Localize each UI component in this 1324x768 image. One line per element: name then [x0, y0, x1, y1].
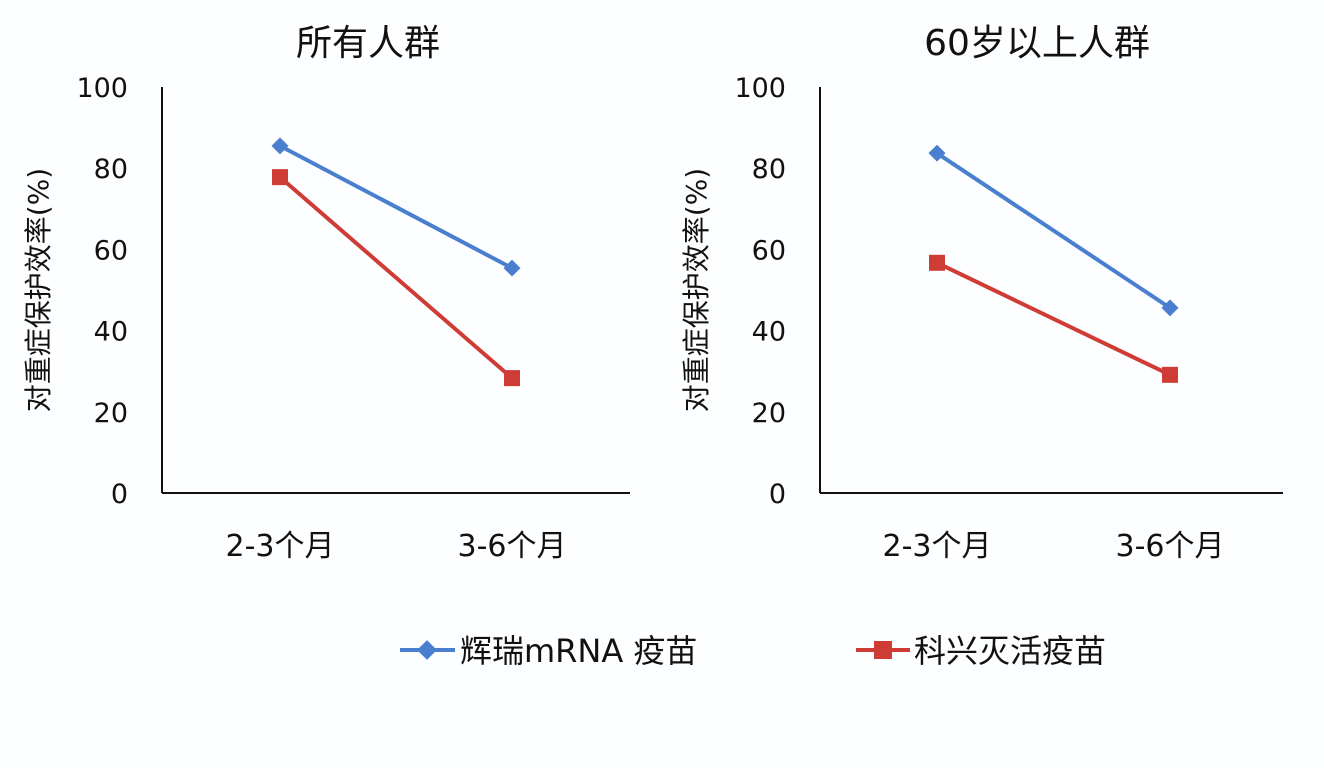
y-tick-label: 60 — [94, 235, 128, 266]
data-point-diamond — [503, 259, 521, 277]
y-tick-label: 80 — [94, 154, 128, 185]
y-tick-label: 100 — [734, 73, 786, 104]
x-tick-label: 2-3个月 — [883, 529, 992, 564]
data-point-diamond — [271, 137, 289, 155]
y-tick-label: 0 — [769, 479, 786, 510]
legend: 辉瑞mRNA 疫苗 科兴灭活疫苗 — [400, 632, 1106, 670]
chart-title: 所有人群 — [296, 23, 440, 64]
series-line-2 — [936, 260, 1171, 377]
data-point-square — [272, 169, 288, 186]
x-tick-label: 2-3个月 — [226, 529, 335, 564]
y-tick-label: 0 — [111, 479, 128, 510]
series-line-2 — [278, 175, 514, 380]
y-axis-label: 对重症保护效率(%) — [22, 168, 55, 412]
y-tick-label: 80 — [752, 154, 786, 185]
y-tick-label: 40 — [94, 317, 128, 348]
data-point-square — [929, 254, 945, 271]
legend-marker-sinovac — [874, 641, 892, 659]
y-tick-label: 60 — [752, 235, 786, 266]
chart-panel-2: 60岁以上人群 0 20 40 60 80 100 对重症保护效率(%) 2-3个月 3-6个月 — [680, 23, 1283, 564]
y-tick-label: 20 — [752, 398, 786, 429]
legend-label-sinovac: 科兴灭活疫苗 — [914, 632, 1106, 670]
series-line-1 — [935, 151, 1172, 310]
chart-panel-1: 所有人群 0 20 40 60 80 100 对重症保护效率(%) 2-3个月 3-6个月 — [22, 23, 630, 564]
data-point-diamond — [928, 144, 946, 162]
y-tick-label: 100 — [76, 73, 128, 104]
y-tick-label: 20 — [94, 398, 128, 429]
legend-label-pfizer: 辉瑞mRNA 疫苗 — [460, 632, 697, 670]
series-line-1 — [279, 144, 513, 270]
legend-marker-pfizer — [417, 640, 437, 660]
data-point-square — [504, 370, 520, 387]
y-tick-label: 40 — [752, 317, 786, 348]
x-tick-label: 3-6个月 — [458, 529, 567, 564]
x-tick-label: 3-6个月 — [1116, 529, 1225, 564]
y-axis-label: 对重症保护效率(%) — [680, 168, 713, 412]
data-point-square — [1162, 366, 1178, 383]
chart-title: 60岁以上人群 — [924, 23, 1150, 64]
